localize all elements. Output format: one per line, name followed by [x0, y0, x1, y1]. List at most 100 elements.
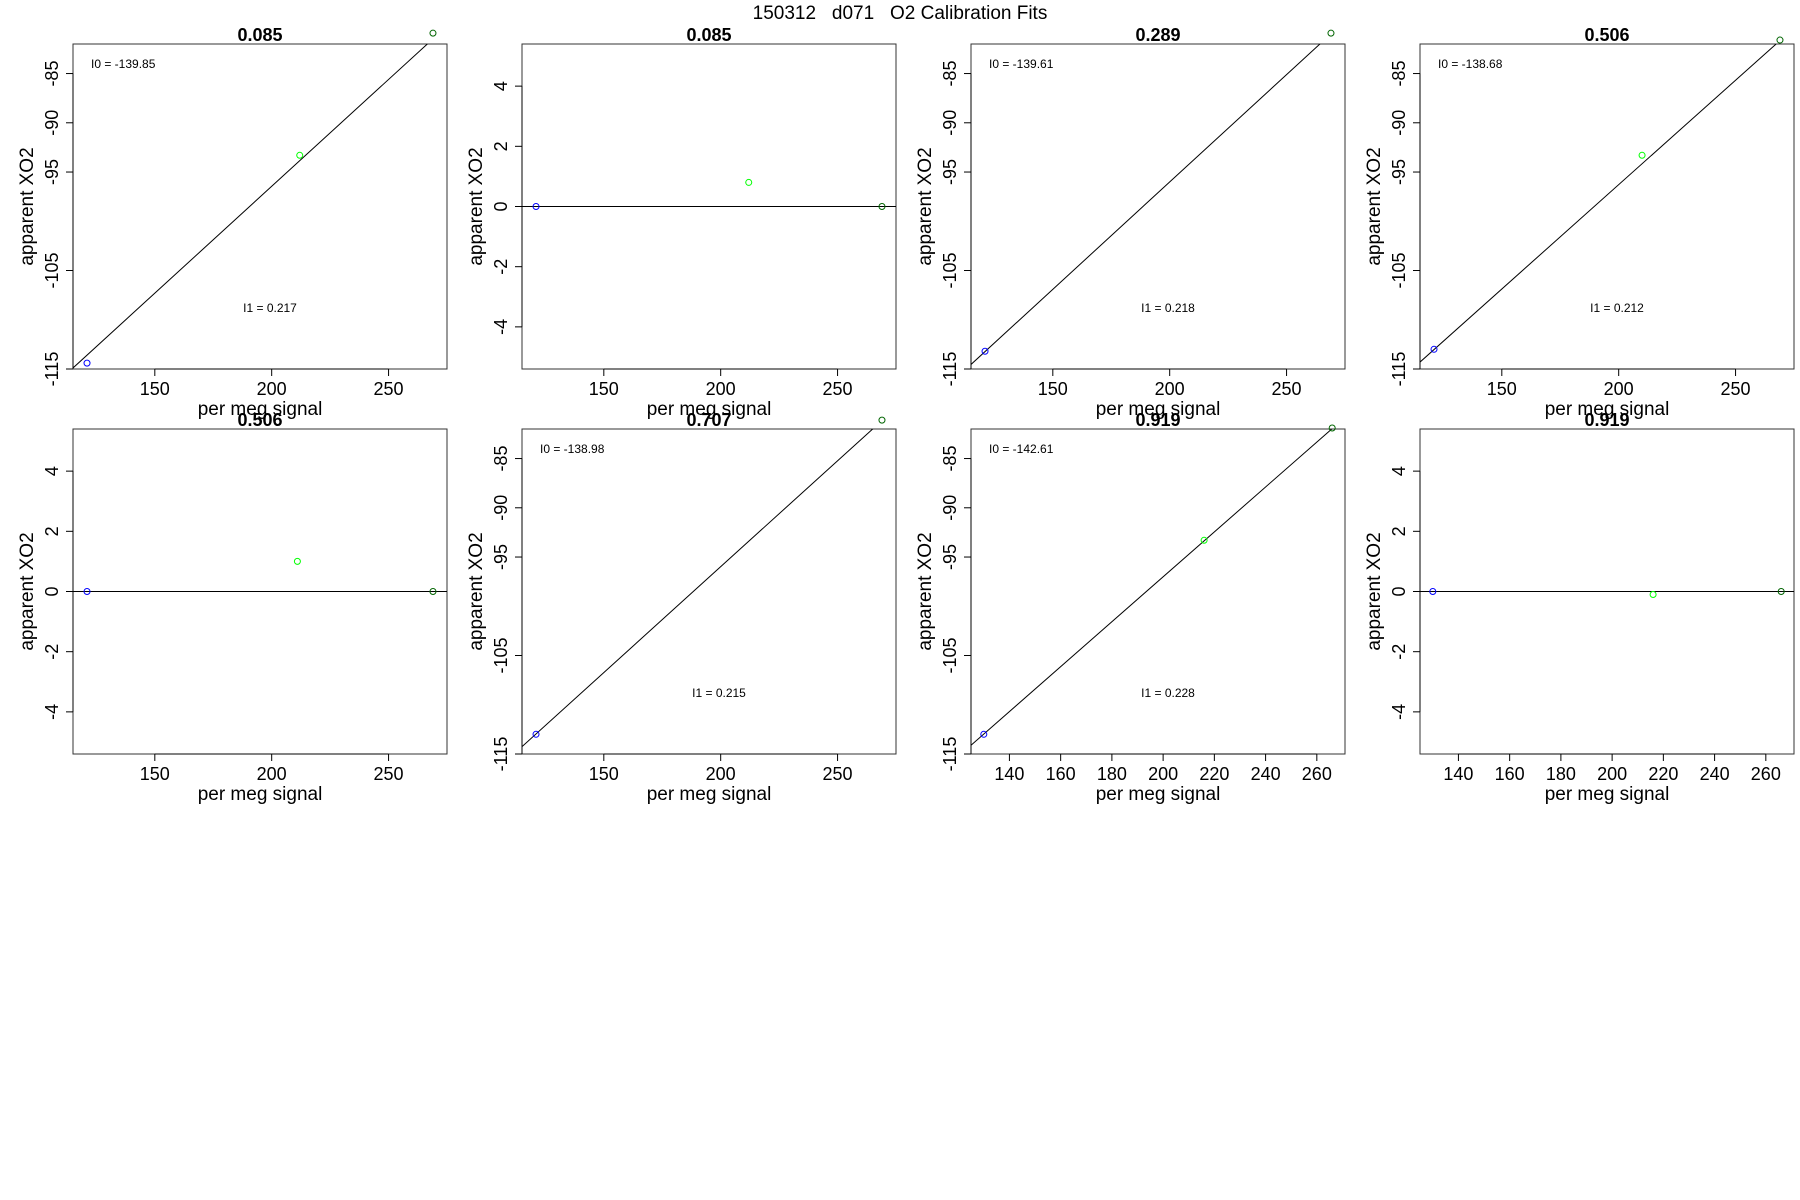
x-tick-label: 150	[1487, 379, 1517, 399]
x-tick-label: 240	[1700, 764, 1730, 784]
data-point	[981, 347, 989, 355]
data-point	[1429, 588, 1437, 595]
x-axis-label: per meg signal	[647, 784, 772, 805]
data-point	[878, 203, 886, 210]
x-tick-label: 200	[257, 379, 287, 399]
y-tick-label: 4	[1389, 466, 1409, 476]
x-tick-label: 200	[1597, 764, 1627, 784]
panel-title: 0.707	[686, 410, 731, 430]
panel-1: 0.085 150 200 250 -85 -90 -95 -105 -115 per meg s…	[17, 25, 448, 420]
data-point	[1200, 536, 1208, 544]
y-tick-label: 4	[491, 81, 511, 91]
y-tick-label: -95	[940, 544, 960, 570]
y-axis-label: apparent XO2	[915, 147, 936, 265]
panel-4: 0.506 150 200 250 -85 -90 -95 -105 -115 per meg s…	[1364, 25, 1795, 420]
x-tick-label: 200	[1155, 379, 1185, 399]
data-point	[1328, 424, 1336, 432]
y-tick-label: -90	[491, 495, 511, 521]
panel-title: 0.919	[1135, 410, 1180, 430]
x-tick-label: 260	[1302, 764, 1332, 784]
x-tick-label: 220	[1648, 764, 1678, 784]
figure-title: 150312 d071 O2 Calibration Fits	[753, 3, 1048, 24]
y-tick-label: -90	[1389, 110, 1409, 136]
y-tick-label: -2	[42, 644, 62, 660]
y-tick-label: -115	[940, 352, 960, 387]
slope-annotation: I1 = 0.228	[1141, 686, 1195, 700]
y-tick-label: -4	[491, 319, 511, 335]
panel-title: 0.085	[237, 25, 282, 45]
x-tick-label: 180	[1097, 764, 1127, 784]
plot-frame	[72, 43, 448, 370]
y-tick-label: -85	[42, 61, 62, 87]
plot-frame	[970, 428, 1346, 755]
y-tick-label: -95	[940, 159, 960, 185]
x-tick-label: 250	[823, 379, 853, 399]
y-tick-label: -115	[42, 352, 62, 387]
data-point	[532, 203, 540, 210]
y-axis-label: apparent XO2	[1364, 532, 1385, 650]
x-tick-label: 140	[994, 764, 1024, 784]
x-tick-label: 250	[823, 764, 853, 784]
y-tick-label: -105	[1389, 252, 1409, 288]
intercept-annotation: I0 = -138.98	[540, 442, 605, 456]
x-axis-label: per meg signal	[1096, 784, 1221, 805]
y-tick-label: -115	[491, 737, 511, 772]
x-tick-label: 250	[1721, 379, 1751, 399]
intercept-annotation: I0 = -142.61	[989, 442, 1054, 456]
data-point	[745, 178, 753, 186]
fit-line	[73, 44, 429, 369]
y-tick-label: -85	[1389, 61, 1409, 87]
x-tick-label: 220	[1199, 764, 1229, 784]
data-point	[878, 416, 886, 424]
y-tick-label: -2	[491, 259, 511, 275]
data-point	[83, 359, 91, 367]
panel-3: 0.289 150 200 250 -85 -90 -95 -105 -115 per meg s…	[915, 25, 1346, 420]
y-tick-label: -95	[1389, 159, 1409, 185]
panel-title: 0.289	[1135, 25, 1180, 45]
y-tick-label: -85	[940, 61, 960, 87]
y-tick-label: -95	[42, 159, 62, 185]
fit-line	[971, 429, 1333, 746]
plot-frame	[521, 428, 897, 755]
y-tick-label: -105	[491, 637, 511, 673]
intercept-annotation: I0 = -139.61	[989, 57, 1054, 71]
x-tick-label: 260	[1751, 764, 1781, 784]
panel-title: 0.919	[1584, 410, 1629, 430]
panel-title: 0.506	[1584, 25, 1629, 45]
intercept-annotation: I0 = -138.68	[1438, 57, 1503, 71]
x-tick-label: 150	[589, 764, 619, 784]
y-tick-label: 0	[491, 201, 511, 211]
x-tick-label: 180	[1546, 764, 1576, 784]
plot-frame	[970, 43, 1346, 370]
slope-annotation: I1 = 0.217	[243, 301, 297, 315]
x-tick-label: 140	[1443, 764, 1473, 784]
y-tick-label: 4	[42, 466, 62, 476]
y-tick-label: 0	[1389, 586, 1409, 596]
x-tick-label: 200	[1604, 379, 1634, 399]
data-point	[296, 151, 304, 159]
y-tick-label: 2	[491, 141, 511, 151]
plot-frame	[1419, 43, 1795, 370]
y-axis-label: apparent XO2	[17, 147, 38, 265]
y-tick-label: -90	[42, 110, 62, 136]
panel-title: 0.506	[237, 410, 282, 430]
x-tick-label: 200	[706, 379, 736, 399]
x-tick-label: 250	[374, 379, 404, 399]
y-tick-label: -2	[1389, 644, 1409, 660]
data-point	[83, 588, 91, 595]
x-axis-label: per meg signal	[647, 399, 772, 420]
y-tick-label: -105	[940, 252, 960, 288]
intercept-annotation: I0 = -139.85	[91, 57, 156, 71]
data-point	[1327, 29, 1335, 37]
x-axis-label: per meg signal	[1545, 784, 1670, 805]
slope-annotation: I1 = 0.215	[692, 686, 746, 700]
data-point	[1649, 591, 1657, 599]
panel-title: 0.085	[686, 25, 731, 45]
data-point	[1776, 36, 1784, 44]
data-point	[1638, 151, 1646, 159]
y-tick-label: -85	[940, 446, 960, 472]
fit-line	[522, 429, 874, 748]
x-tick-label: 240	[1251, 764, 1281, 784]
panel-2: 0.085 150 200 250 4 2 0 -2 -4 per meg signal appar…	[466, 25, 897, 420]
